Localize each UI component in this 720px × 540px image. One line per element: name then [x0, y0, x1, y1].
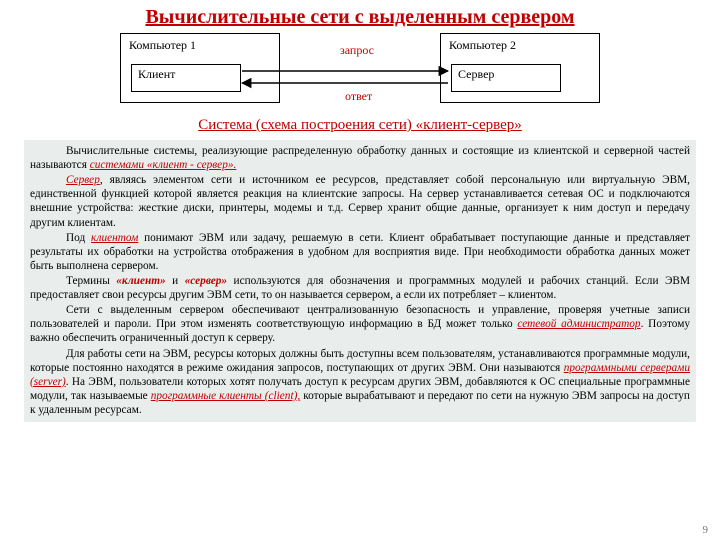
client-server-diagram: Компьютер 1 Клиент Компьютер 2 Сервер за… [120, 33, 600, 113]
diagram-caption: Система (схема построения сети) «клиент-… [24, 117, 696, 134]
node-computer-2: Компьютер 2 Сервер [440, 33, 600, 103]
term-client: клиентом [91, 232, 138, 244]
paragraph-1: Вычислительные системы, реализующие расп… [30, 144, 690, 172]
slide: Вычислительные сети с выделенным серверо… [0, 0, 720, 540]
arrow-label-request: запрос [340, 43, 374, 58]
text: и [166, 275, 185, 287]
term-network-admin: сетевой администратор [517, 318, 640, 330]
paragraph-5: Сети с выделенным сервером обеспечивают … [30, 303, 690, 345]
node-label: Компьютер 2 [441, 34, 599, 53]
term-client-q: «клиент» [116, 275, 165, 287]
term-server-q: «сервер» [185, 275, 227, 287]
arrow-label-response: ответ [345, 89, 372, 104]
term-program-client: программные клиенты (client), [151, 390, 300, 402]
paragraph-4: Термины «клиент» и «сервер» используются… [30, 274, 690, 302]
slide-number: 9 [703, 524, 709, 536]
paragraph-3: Под клиентом понимают ЭВМ или задачу, ре… [30, 231, 690, 273]
term-client-server-system: системами «клиент - сервер». [90, 159, 237, 171]
node-label: Компьютер 1 [121, 34, 279, 53]
term-server: Сервер [66, 174, 100, 186]
page-title: Вычислительные сети с выделенным серверо… [24, 6, 696, 29]
paragraph-2: Сервер, являясь элементом сети и источни… [30, 173, 690, 229]
text: Термины [66, 275, 116, 287]
node-client: Клиент [131, 64, 241, 92]
text: , являясь элементом сети и источником ее… [30, 174, 690, 228]
body-text: Вычислительные системы, реализующие расп… [24, 140, 696, 422]
node-server: Сервер [451, 64, 561, 92]
text: Под [66, 232, 91, 244]
node-computer-1: Компьютер 1 Клиент [120, 33, 280, 103]
paragraph-6: Для работы сети на ЭВМ, ресурсы которых … [30, 347, 690, 418]
